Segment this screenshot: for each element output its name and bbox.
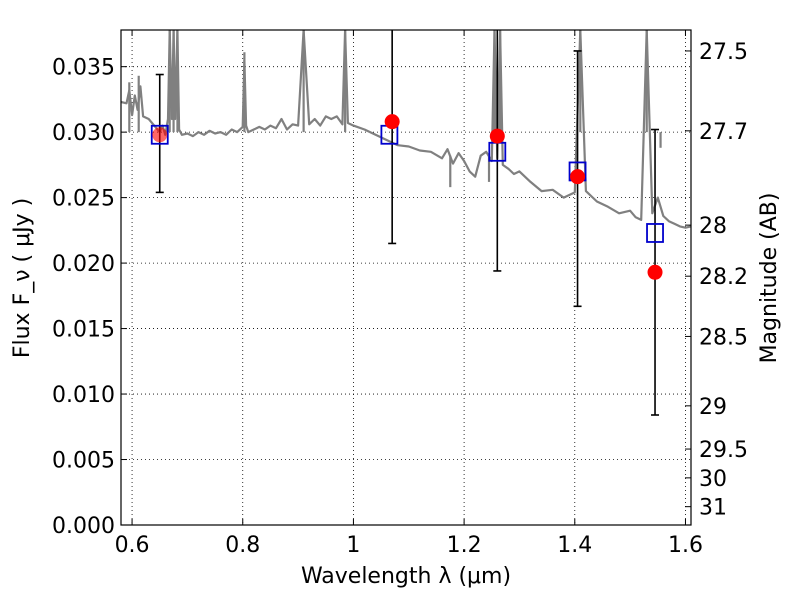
right-tick-label: 28.5 (699, 325, 748, 350)
y-axis: 0.000 0.005 0.010 0.015 0.020 0.025 0.030 0.035 (52, 56, 127, 539)
y-tick-label: 0.030 (52, 121, 115, 146)
x-tick-label: 0.8 (225, 533, 260, 558)
y-tick-label: 0.035 (52, 56, 115, 81)
model-square-point (150, 124, 169, 145)
observed-flux-point (384, 114, 400, 130)
x-tick-label: 1 (346, 533, 360, 558)
y-tick-label: 0.010 (52, 383, 115, 408)
right-tick-label: 30 (699, 467, 727, 492)
right-tick-label: 27.7 (699, 120, 748, 145)
x-axis-title: Wavelength λ (μm) (301, 564, 511, 589)
plot-frame (120, 29, 692, 526)
y-tick-label: 0.020 (52, 252, 115, 277)
model-square-point (646, 223, 664, 243)
y-tick-label: 0.025 (52, 187, 115, 212)
observed-flux-point (152, 127, 168, 143)
right-tick-label: 31 (699, 496, 727, 521)
plot-clip-group (121, 30, 691, 416)
right-axis-title: Magnitude (AB) (757, 193, 782, 364)
x-axis: 0.6 0.8 1 1.2 1.4 1.6 (115, 30, 703, 558)
y-tick-label: 0.000 (52, 514, 115, 539)
observed-flux-point (647, 264, 663, 280)
right-tick-label: 29.5 (699, 438, 748, 463)
right-tick-label: 27.5 (699, 40, 748, 65)
observed-flux-point (489, 128, 505, 144)
observed-flux-point (570, 169, 586, 185)
x-tick-label: 1.6 (668, 533, 703, 558)
right-tick-label: 29 (699, 395, 727, 420)
y-axis-title: Flux F_ν ( μJy ) (10, 198, 35, 358)
plot-area (121, 30, 691, 416)
right-axis: 27.5 27.7 28 28.2 28.5 29 29.5 30 31 (685, 40, 748, 521)
right-tick-label: 28 (699, 214, 727, 239)
y-tick-label: 0.015 (52, 318, 115, 343)
right-tick-label: 28.2 (699, 265, 748, 290)
plot-frame-bg (121, 30, 691, 525)
x-tick-label: 0.6 (115, 533, 150, 558)
x-tick-label: 1.2 (447, 533, 482, 558)
x-tick-label: 1.4 (557, 533, 592, 558)
y-tick-label: 0.005 (52, 449, 115, 474)
